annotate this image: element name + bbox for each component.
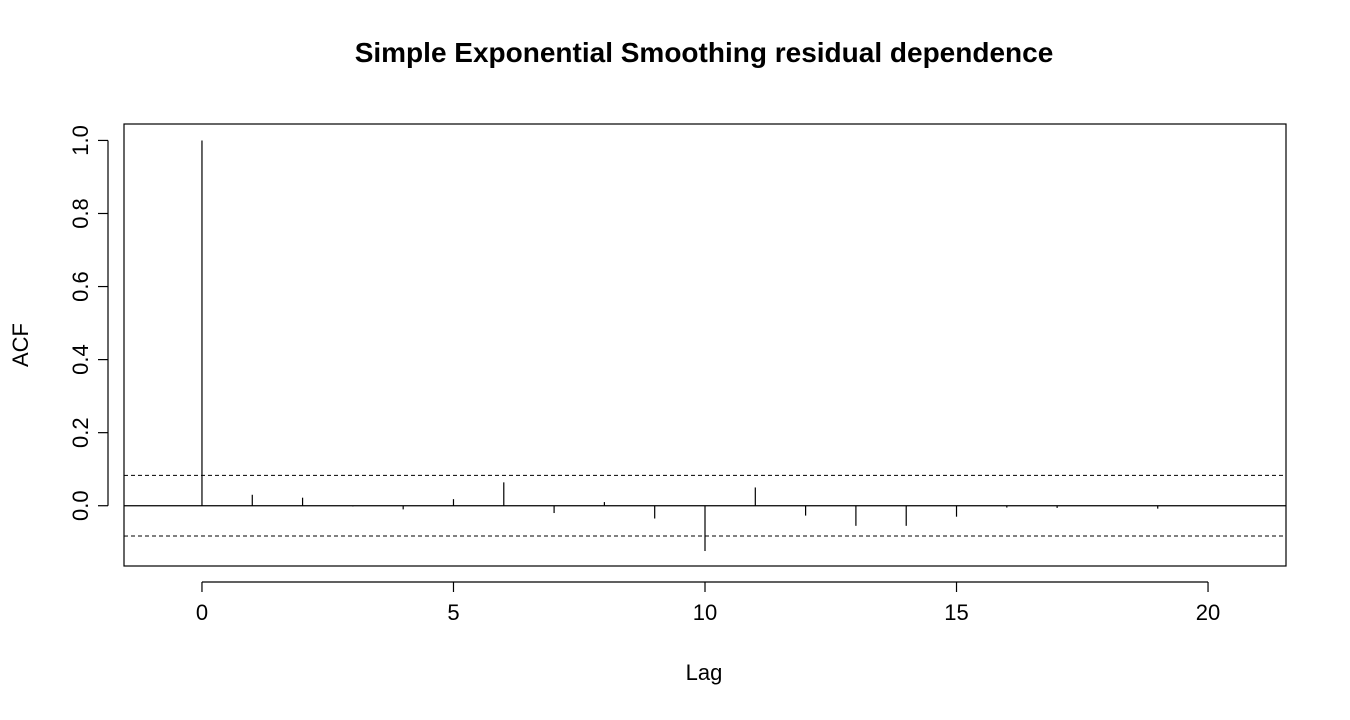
- y-tick-label: 1.0: [68, 125, 93, 156]
- y-tick-label: 0.0: [68, 490, 93, 521]
- y-tick-label: 0.6: [68, 271, 93, 302]
- x-tick-label: 0: [196, 600, 208, 625]
- x-tick-label: 5: [447, 600, 459, 625]
- chart-title: Simple Exponential Smoothing residual de…: [355, 37, 1054, 68]
- y-tick-label: 0.4: [68, 344, 93, 375]
- x-tick-label: 15: [944, 600, 968, 625]
- x-tick-label: 20: [1196, 600, 1220, 625]
- x-axis-label: Lag: [686, 660, 723, 685]
- y-axis-label: ACF: [8, 323, 33, 367]
- acf-bars: [201, 140, 1159, 552]
- y-axis: 0.0 0.2 0.4 0.6 0.8 1.0: [68, 125, 109, 521]
- plot-frame: [123, 123, 1287, 567]
- y-tick-label: 0.2: [68, 417, 93, 448]
- x-tick-label: 10: [693, 600, 717, 625]
- x-axis: 0 5 10 15 20: [196, 581, 1220, 625]
- y-tick-label: 0.8: [68, 198, 93, 229]
